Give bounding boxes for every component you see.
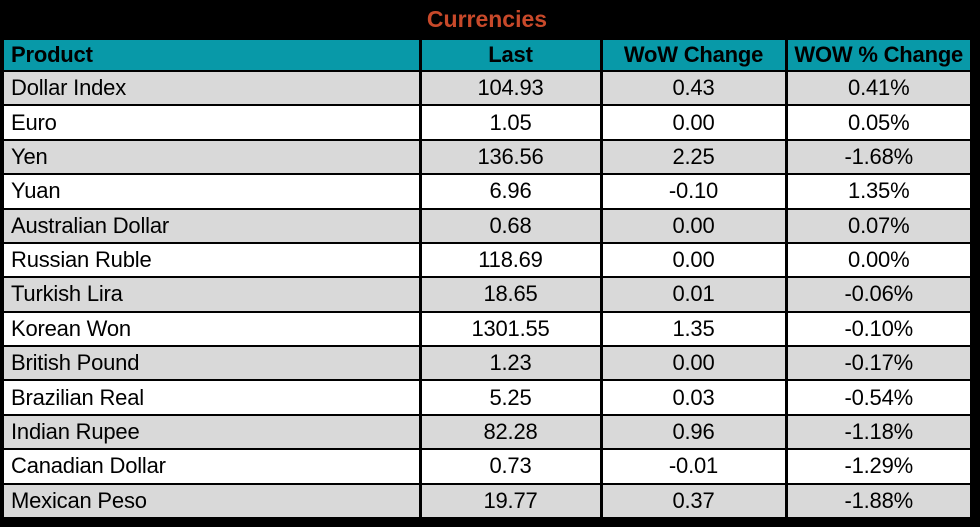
last-cell: 82.28	[418, 413, 603, 451]
product-cell: Russian Ruble	[2, 241, 422, 279]
table-row: Yuan 6.96 -0.10 1.35%	[2, 173, 972, 210]
product-cell: Dollar Index	[2, 69, 422, 107]
table-row: Brazilian Real 5.25 0.03 -0.54%	[2, 379, 972, 416]
wow-change-cell: 0.37	[599, 482, 788, 519]
wow-pct-change-cell: 0.07%	[784, 207, 972, 244]
wow-change-cell: 0.00	[599, 344, 788, 382]
wow-pct-change-cell: -0.54%	[784, 379, 972, 416]
wow-pct-change-cell: 0.05%	[784, 104, 972, 141]
wow-change-cell: 1.35	[599, 310, 788, 348]
table-row: Korean Won 1301.55 1.35 -0.10%	[2, 310, 972, 348]
table-row: Yen 136.56 2.25 -1.68%	[2, 138, 972, 176]
wow-change-cell: -0.10	[599, 173, 788, 210]
table-row: Russian Ruble 118.69 0.00 0.00%	[2, 241, 972, 279]
column-header-last: Last	[418, 38, 603, 72]
table-row: Dollar Index 104.93 0.43 0.41%	[2, 69, 972, 107]
column-header-wow-pct-change: WOW % Change	[784, 38, 972, 72]
product-cell: Australian Dollar	[2, 207, 422, 244]
table-body: Dollar Index 104.93 0.43 0.41% Euro 1.05 0.00 0…	[2, 69, 972, 519]
last-cell: 19.77	[418, 482, 603, 519]
product-cell: British Pound	[2, 344, 422, 382]
last-cell: 1301.55	[418, 310, 603, 348]
product-cell: Euro	[2, 104, 422, 141]
wow-change-cell: 0.43	[599, 69, 788, 107]
product-cell: Canadian Dollar	[2, 448, 422, 485]
wow-pct-change-cell: -1.68%	[784, 138, 972, 176]
last-cell: 136.56	[418, 138, 603, 176]
product-cell: Yen	[2, 138, 422, 176]
wow-change-cell: 2.25	[599, 138, 788, 176]
column-header-wow-change: WoW Change	[599, 38, 788, 72]
wow-change-cell: 0.00	[599, 241, 788, 279]
product-cell: Turkish Lira	[2, 276, 422, 313]
wow-pct-change-cell: -0.06%	[784, 276, 972, 313]
last-cell: 118.69	[418, 241, 603, 279]
title-band: Currencies	[2, 0, 972, 38]
wow-pct-change-cell: -1.29%	[784, 448, 972, 485]
wow-pct-change-cell: -1.18%	[784, 413, 972, 451]
table-row: Euro 1.05 0.00 0.05%	[2, 104, 972, 141]
product-cell: Korean Won	[2, 310, 422, 348]
column-header-product: Product	[2, 38, 422, 72]
last-cell: 1.23	[418, 344, 603, 382]
wow-pct-change-cell: -0.17%	[784, 344, 972, 382]
last-cell: 6.96	[418, 173, 603, 210]
last-cell: 0.73	[418, 448, 603, 485]
wow-change-cell: 0.96	[599, 413, 788, 451]
table-row: Australian Dollar 0.68 0.00 0.07%	[2, 207, 972, 244]
table-row: Turkish Lira 18.65 0.01 -0.06%	[2, 276, 972, 313]
table-row: British Pound 1.23 0.00 -0.17%	[2, 344, 972, 382]
header-row: Product Last WoW Change WOW % Change	[2, 38, 972, 72]
product-cell: Brazilian Real	[2, 379, 422, 416]
product-cell: Indian Rupee	[2, 413, 422, 451]
last-cell: 5.25	[418, 379, 603, 416]
product-cell: Mexican Peso	[2, 482, 422, 519]
last-cell: 104.93	[418, 69, 603, 107]
table-row: Indian Rupee 82.28 0.96 -1.18%	[2, 413, 972, 451]
table-title: Currencies	[426, 5, 548, 32]
wow-change-cell: 0.03	[599, 379, 788, 416]
currencies-table: Product Last WoW Change WOW % Change Dol…	[2, 38, 972, 519]
table-row: Mexican Peso 19.77 0.37 -1.88%	[2, 482, 972, 519]
wow-change-cell: 0.00	[599, 207, 788, 244]
last-cell: 1.05	[418, 104, 603, 141]
wow-pct-change-cell: 0.41%	[784, 69, 972, 107]
wow-change-cell: 0.00	[599, 104, 788, 141]
wow-pct-change-cell: -1.88%	[784, 482, 972, 519]
table-row: Canadian Dollar 0.73 -0.01 -1.29%	[2, 448, 972, 485]
product-cell: Yuan	[2, 173, 422, 210]
wow-change-cell: 0.01	[599, 276, 788, 313]
wow-pct-change-cell: 1.35%	[784, 173, 972, 210]
wow-pct-change-cell: -0.10%	[784, 310, 972, 348]
wow-pct-change-cell: 0.00%	[784, 241, 972, 279]
wow-change-cell: -0.01	[599, 448, 788, 485]
last-cell: 0.68	[418, 207, 603, 244]
last-cell: 18.65	[418, 276, 603, 313]
